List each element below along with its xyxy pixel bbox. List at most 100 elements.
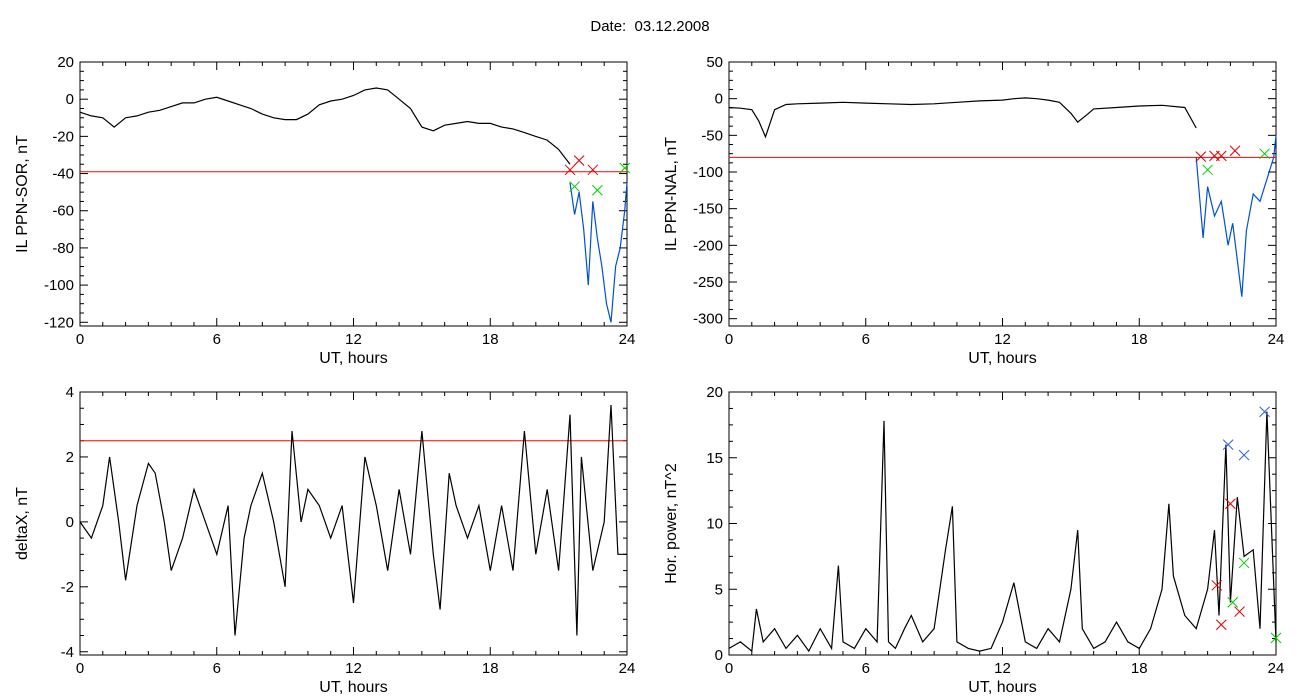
red-marker: [573, 155, 585, 166]
x-tick-label: 18: [482, 660, 499, 677]
series-line: [79, 404, 627, 636]
y-tick-label: 0: [66, 514, 74, 531]
x-tick-label: 0: [725, 660, 733, 677]
x-axis-title: UT, hours: [968, 350, 1036, 367]
x-axis-title: UT, hours: [968, 679, 1036, 696]
x-tick-label: 12: [345, 331, 362, 348]
y-tick-label: -20: [52, 128, 74, 145]
red-marker-stroke: [1215, 619, 1227, 631]
red-marker-stroke: [573, 155, 585, 166]
plot-frame: [728, 391, 1277, 656]
red-marker: [564, 164, 576, 176]
green-marker-stroke: [1259, 148, 1270, 160]
green-marker: [569, 181, 580, 192]
x-tick-label: 24: [619, 331, 636, 348]
y-tick-label: -4: [61, 644, 74, 661]
green-marker-stroke: [1202, 164, 1213, 176]
red-marker-stroke: [1211, 579, 1223, 591]
red-marker: [1225, 498, 1236, 510]
x-tick-label: 24: [1268, 331, 1285, 348]
series-line: [728, 411, 1277, 653]
green-marker-stroke: [619, 162, 631, 174]
red-marker-stroke: [1229, 145, 1241, 157]
x-tick-label: 12: [994, 660, 1011, 677]
plot-frame: [79, 61, 628, 327]
x-tick-label: 0: [725, 331, 733, 348]
x-tick-label: 12: [994, 331, 1011, 348]
red-marker: [1234, 606, 1245, 617]
y-tick-label: -100: [44, 277, 74, 294]
blue-marker-stroke: [1238, 449, 1250, 461]
red-marker-stroke: [1234, 606, 1245, 617]
chart-panel-sor: 0 6 12 18 24 20 0 -20 -40 -60 -80 -100 -120 UT, hours…: [14, 54, 635, 367]
red-marker: [1215, 150, 1227, 162]
x-tick-label: 24: [619, 660, 636, 677]
red-marker-stroke: [1195, 151, 1207, 162]
green-marker: [1259, 148, 1270, 160]
chart-panel-nal: 0 6 12 18 24 50 0 -50 -100 -150 -200 -250 -300 UT, ho…: [663, 54, 1284, 367]
blue-marker: [1259, 406, 1270, 418]
red-marker: [1215, 619, 1227, 631]
x-tick-label: 6: [213, 660, 221, 677]
series-line-blue: [569, 182, 628, 323]
y-tick-label: -150: [693, 201, 723, 218]
y-tick-label: -60: [52, 203, 74, 220]
y-tick-label: 4: [66, 384, 74, 401]
red-marker-stroke: [1225, 498, 1236, 510]
y-tick-label: 0: [66, 91, 74, 108]
x-tick-label: 6: [862, 331, 870, 348]
y-tick-label: -40: [52, 166, 74, 183]
x-tick-label: 0: [76, 660, 84, 677]
x-tick-label: 6: [862, 660, 870, 677]
series-line: [79, 87, 571, 165]
x-axis-title: UT, hours: [319, 679, 387, 696]
green-marker: [1227, 597, 1239, 608]
y-tick-label: 10: [706, 516, 723, 533]
y-tick-label: -50: [701, 127, 723, 144]
green-marker: [592, 184, 603, 196]
x-tick-label: 24: [1268, 660, 1285, 677]
y-tick-label: -100: [693, 164, 723, 181]
green-marker-stroke: [569, 181, 580, 192]
blue-marker-stroke: [1259, 406, 1270, 418]
red-marker-stroke: [587, 164, 599, 176]
y-tick-label: 2: [66, 449, 74, 466]
y-axis-title: IL PPN-NAL, nT: [663, 137, 680, 251]
blue-marker: [1222, 439, 1234, 450]
y-tick-label: -2: [61, 579, 74, 596]
x-tick-label: 6: [213, 331, 221, 348]
red-marker: [1211, 579, 1223, 591]
green-marker: [1238, 557, 1250, 569]
red-marker-stroke: [1215, 150, 1227, 162]
y-tick-label: -250: [693, 274, 723, 291]
y-tick-label: 15: [706, 450, 723, 467]
green-marker: [619, 162, 631, 174]
chart-panel-power: 0 6 12 18 24 20 15 10 5 0 UT, hours Hor. power, nT^…: [663, 384, 1284, 696]
y-tick-label: 20: [57, 54, 74, 71]
y-tick-label: -300: [693, 311, 723, 328]
red-marker: [1229, 145, 1241, 157]
x-axis-title: UT, hours: [319, 350, 387, 367]
y-tick-label: -200: [693, 237, 723, 254]
green-marker-stroke: [592, 184, 603, 196]
green-marker-stroke: [1227, 597, 1239, 608]
plot-frame: [728, 61, 1277, 327]
y-tick-label: 20: [706, 384, 723, 401]
blue-marker: [1238, 449, 1250, 461]
x-tick-label: 0: [76, 331, 84, 348]
y-tick-label: -80: [52, 240, 74, 257]
series-line-blue: [1195, 135, 1277, 297]
y-tick-label: -120: [44, 314, 74, 331]
red-marker-stroke: [564, 164, 576, 176]
green-marker-stroke: [1270, 632, 1282, 644]
y-tick-label: 5: [715, 581, 723, 598]
x-tick-label: 18: [482, 331, 499, 348]
y-axis-title: deltaX, nT: [14, 487, 31, 560]
chart-panel-deltax: 0 6 12 18 24 4 2 0 -2 -4 UT, hours deltaX, nT: [14, 384, 635, 696]
x-tick-label: 12: [345, 660, 362, 677]
x-tick-label: 18: [1131, 660, 1148, 677]
red-marker: [587, 164, 599, 176]
series-line: [728, 97, 1197, 139]
y-tick-label: 0: [715, 91, 723, 108]
